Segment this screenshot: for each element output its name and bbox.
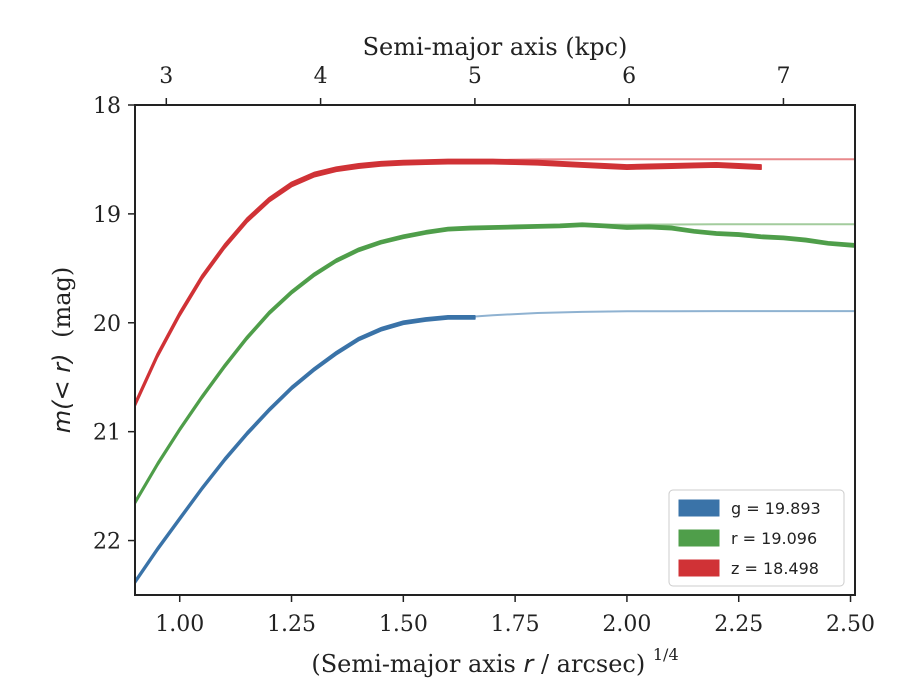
top-x-tick-label: 3 <box>159 64 173 89</box>
y-axis-title-math: m(< r) <box>48 354 76 434</box>
top-x-tick-label: 6 <box>622 64 636 89</box>
legend-label-g: g = 19.893 <box>731 499 821 518</box>
x-tick-label: 1.00 <box>155 612 204 637</box>
legend-label-r: r = 19.096 <box>731 529 817 548</box>
x-axis-title-prefix: (Semi-major axis <box>311 650 523 678</box>
y-axis-title: m(< r) (mag) <box>48 267 76 434</box>
top-x-tick-label: 7 <box>776 64 790 89</box>
x-axis-title-var: r <box>523 650 535 678</box>
x-tick-label: 1.50 <box>379 612 428 637</box>
y-tick-label: 19 <box>93 203 121 228</box>
legend-swatch-r <box>678 529 720 547</box>
profile-band-g <box>135 314 476 585</box>
x-tick-label: 2.00 <box>602 612 651 637</box>
legend-swatch-z <box>678 559 720 577</box>
y-tick-label: 21 <box>93 421 121 446</box>
plot-frame <box>134 104 856 596</box>
y-axis-title-unit: (mag) <box>48 267 76 338</box>
axis-ticks: 1.00 1.25 1.50 1.75 2.00 2.25 2.50 18 19 20 21 22 3 4… <box>93 64 875 637</box>
y-tick-label: 22 <box>93 530 121 555</box>
y-tick-label: 18 <box>93 94 121 119</box>
top-x-tick-label: 5 <box>468 64 482 89</box>
x-axis-title-exponent: 1/4 <box>653 645 679 664</box>
x-tick-label: 1.25 <box>267 612 316 637</box>
top-x-axis-title: Semi-major axis (kpc) <box>363 33 628 61</box>
legend-label-z: z = 18.498 <box>731 559 819 578</box>
x-axis-title-suffix: / arcsec) <box>541 650 645 678</box>
profile-band-r <box>135 222 855 505</box>
top-x-tick-label: 4 <box>314 64 328 89</box>
x-tick-label: 2.25 <box>714 612 763 637</box>
x-tick-label: 2.50 <box>826 612 875 637</box>
legend: g = 19.893 r = 19.096 z = 18.498 <box>668 489 845 587</box>
profile-bands <box>135 158 855 585</box>
fit-line-g <box>403 310 855 323</box>
x-tick-label: 1.75 <box>491 612 540 637</box>
legend-swatch-g <box>678 499 720 517</box>
y-tick-label: 20 <box>93 312 121 337</box>
x-axis-title: (Semi-major axis r / arcsec) 1/4 <box>311 645 678 678</box>
profile-band-z <box>135 158 762 408</box>
